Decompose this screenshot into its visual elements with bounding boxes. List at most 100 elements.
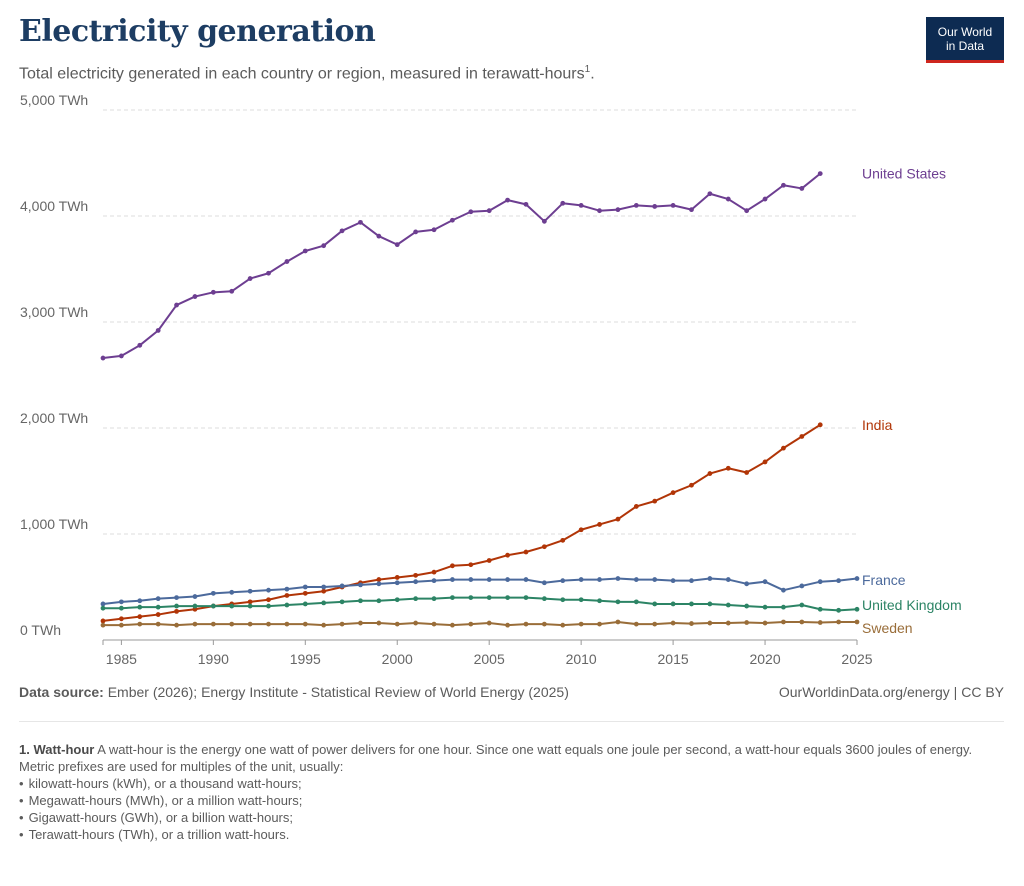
data-point-india[interactable] <box>615 516 621 522</box>
data-point-united-states[interactable] <box>100 355 106 361</box>
data-point-france[interactable] <box>615 576 621 581</box>
license-link[interactable]: OurWorldinData.org/energy | CC BY <box>778 684 1004 700</box>
data-point-france[interactable] <box>155 596 161 602</box>
data-point-united-kingdom[interactable] <box>486 595 492 600</box>
data-point-france[interactable] <box>118 599 124 605</box>
data-point-united-kingdom[interactable] <box>762 604 768 610</box>
data-point-united-states[interactable] <box>210 289 216 295</box>
data-point-united-kingdom[interactable] <box>560 597 566 603</box>
data-point-france[interactable] <box>174 595 179 600</box>
data-point-france[interactable] <box>486 577 492 582</box>
data-point-united-kingdom[interactable] <box>376 598 382 604</box>
data-point-france[interactable] <box>836 578 842 584</box>
data-point-united-kingdom[interactable] <box>247 603 253 609</box>
data-point-india[interactable] <box>394 575 400 580</box>
data-point-sweden[interactable] <box>118 622 124 628</box>
data-point-united-kingdom[interactable] <box>100 605 106 611</box>
series-line-sweden[interactable] <box>103 620 857 627</box>
data-point-sweden[interactable] <box>762 620 768 626</box>
data-point-france[interactable] <box>762 579 768 585</box>
data-point-india[interactable] <box>302 590 308 596</box>
data-point-france[interactable] <box>394 580 400 586</box>
data-point-india[interactable] <box>670 490 676 496</box>
data-point-united-kingdom[interactable] <box>394 597 400 603</box>
data-point-france[interactable] <box>781 587 786 593</box>
data-point-france[interactable] <box>284 586 290 592</box>
data-point-france[interactable] <box>339 583 345 589</box>
data-point-united-kingdom[interactable] <box>541 596 547 602</box>
data-point-india[interactable] <box>817 422 823 428</box>
data-point-sweden[interactable] <box>817 620 823 625</box>
data-point-india[interactable] <box>523 549 529 555</box>
data-point-united-kingdom[interactable] <box>523 595 529 600</box>
data-point-united-kingdom[interactable] <box>229 603 235 609</box>
data-point-france[interactable] <box>505 577 510 582</box>
data-point-united-kingdom[interactable] <box>836 607 842 613</box>
data-point-united-states[interactable] <box>762 196 768 202</box>
data-point-france[interactable] <box>799 583 805 589</box>
data-point-united-states[interactable] <box>431 227 437 233</box>
data-point-france[interactable] <box>321 584 327 590</box>
data-point-india[interactable] <box>541 544 547 550</box>
data-point-united-states[interactable] <box>358 219 363 225</box>
data-point-france[interactable] <box>707 576 713 581</box>
data-point-france[interactable] <box>358 582 363 588</box>
data-point-united-kingdom[interactable] <box>689 601 694 607</box>
series-label-india[interactable]: India <box>862 417 893 433</box>
data-point-sweden[interactable] <box>339 621 345 627</box>
data-point-united-states[interactable] <box>652 204 658 209</box>
data-point-france[interactable] <box>523 577 529 582</box>
data-point-india[interactable] <box>155 612 161 617</box>
data-point-france[interactable] <box>578 577 584 582</box>
data-point-united-states[interactable] <box>137 342 143 348</box>
series-line-india[interactable] <box>102 423 821 622</box>
data-point-sweden[interactable] <box>100 622 106 628</box>
data-point-sweden[interactable] <box>413 620 419 626</box>
data-point-france[interactable] <box>670 578 676 584</box>
series-line-france[interactable] <box>102 577 858 605</box>
data-point-united-kingdom[interactable] <box>670 601 676 607</box>
data-point-india[interactable] <box>505 552 510 558</box>
data-point-france[interactable] <box>744 581 750 587</box>
data-point-united-kingdom[interactable] <box>174 603 179 609</box>
series-label-sweden[interactable]: Sweden <box>862 620 913 636</box>
data-point-france[interactable] <box>302 584 308 590</box>
data-point-united-kingdom[interactable] <box>118 605 124 611</box>
data-point-sweden[interactable] <box>854 619 860 625</box>
data-point-france[interactable] <box>689 578 694 584</box>
data-point-india[interactable] <box>450 563 455 569</box>
data-point-sweden[interactable] <box>560 622 566 628</box>
data-point-india[interactable] <box>376 577 382 582</box>
data-point-united-kingdom[interactable] <box>284 602 290 608</box>
data-point-united-states[interactable] <box>633 203 639 208</box>
data-point-united-kingdom[interactable] <box>744 603 750 609</box>
data-point-india[interactable] <box>560 537 566 543</box>
data-point-united-kingdom[interactable] <box>192 603 198 609</box>
data-point-united-states[interactable] <box>192 294 198 299</box>
data-point-sweden[interactable] <box>486 620 492 626</box>
data-point-united-kingdom[interactable] <box>339 599 345 605</box>
data-point-united-states[interactable] <box>247 276 253 281</box>
data-point-united-states[interactable] <box>468 209 474 215</box>
data-point-united-states[interactable] <box>799 186 805 191</box>
data-point-india[interactable] <box>762 459 768 465</box>
data-point-united-kingdom[interactable] <box>615 599 621 605</box>
data-point-france[interactable] <box>597 577 602 582</box>
data-point-india[interactable] <box>266 597 271 603</box>
data-point-sweden[interactable] <box>652 621 658 627</box>
data-point-united-states[interactable] <box>394 242 400 248</box>
data-point-united-kingdom[interactable] <box>302 601 308 607</box>
data-point-sweden[interactable] <box>468 621 474 627</box>
data-point-india[interactable] <box>321 588 327 594</box>
data-point-sweden[interactable] <box>744 620 750 625</box>
data-point-sweden[interactable] <box>615 619 621 625</box>
data-point-sweden[interactable] <box>670 620 676 626</box>
data-point-united-states[interactable] <box>578 203 584 208</box>
data-point-france[interactable] <box>450 577 455 582</box>
data-point-sweden[interactable] <box>578 621 584 627</box>
data-point-india[interactable] <box>781 445 786 451</box>
data-point-sweden[interactable] <box>358 620 363 626</box>
data-point-india[interactable] <box>118 616 124 622</box>
data-point-india[interactable] <box>633 504 639 509</box>
data-point-united-states[interactable] <box>118 353 124 359</box>
